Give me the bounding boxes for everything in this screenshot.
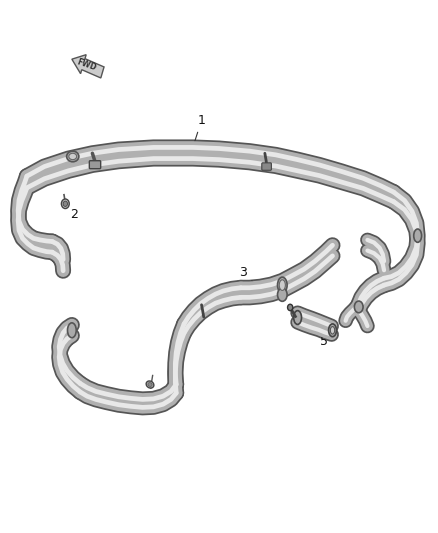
Ellipse shape: [67, 151, 79, 162]
Ellipse shape: [330, 327, 335, 334]
Text: 1: 1: [194, 114, 205, 145]
Ellipse shape: [69, 154, 77, 160]
Ellipse shape: [146, 381, 154, 388]
Text: 2: 2: [65, 205, 78, 221]
Text: 3: 3: [239, 266, 256, 285]
FancyBboxPatch shape: [262, 163, 272, 170]
Ellipse shape: [414, 229, 422, 243]
Ellipse shape: [288, 304, 293, 311]
Ellipse shape: [328, 324, 336, 337]
Text: 5: 5: [316, 327, 328, 349]
Ellipse shape: [354, 301, 363, 313]
Text: 4: 4: [149, 387, 157, 407]
FancyArrow shape: [72, 55, 104, 78]
Ellipse shape: [278, 277, 287, 293]
Ellipse shape: [279, 280, 286, 290]
Ellipse shape: [67, 323, 76, 338]
Text: FWD: FWD: [76, 58, 98, 72]
Ellipse shape: [293, 311, 301, 325]
Circle shape: [61, 199, 69, 208]
FancyBboxPatch shape: [89, 161, 101, 168]
Circle shape: [63, 201, 67, 206]
Ellipse shape: [278, 288, 287, 301]
Ellipse shape: [148, 383, 152, 386]
